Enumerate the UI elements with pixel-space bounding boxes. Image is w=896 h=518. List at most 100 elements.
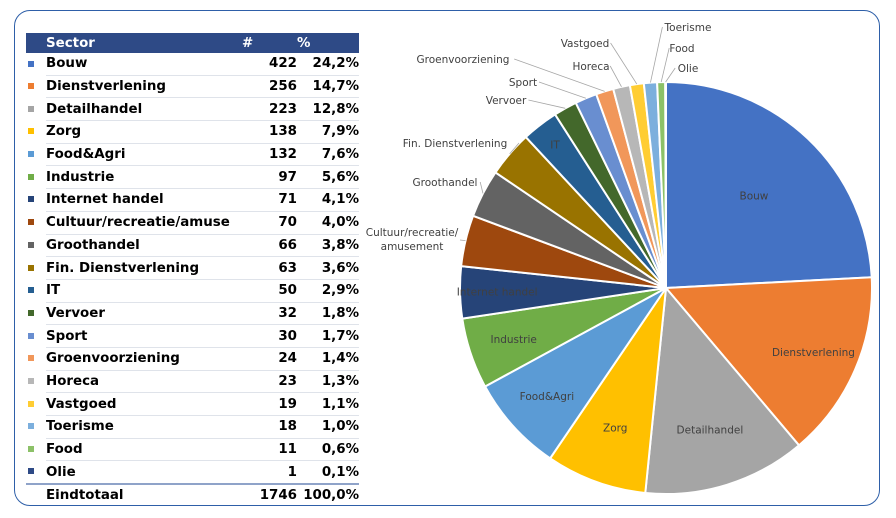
leader-line <box>514 58 605 92</box>
table-row: Vervoer 32 1,8% <box>26 302 359 326</box>
leader-line <box>660 47 670 83</box>
row-count: 32 <box>242 302 297 326</box>
row-sector: Food&Agri <box>46 143 242 167</box>
row-count: 97 <box>242 165 297 190</box>
row-pct: 7,6% <box>297 143 359 167</box>
slice-label: Sport <box>509 77 537 89</box>
row-sector: Cultuur/recreatie/amuse <box>46 211 242 235</box>
legend-swatch <box>28 173 34 180</box>
legend-marker <box>26 98 46 121</box>
pie-slice <box>664 80 667 289</box>
legend-marker <box>26 438 46 461</box>
row-count: 132 <box>242 143 297 167</box>
legend-swatch <box>28 400 34 407</box>
table-row: Detailhandel 223 12,8% <box>26 97 359 122</box>
legend-swatch <box>28 196 34 203</box>
legend-swatch <box>28 105 34 112</box>
leader-line <box>509 142 520 155</box>
table-row: Fin. Dienstverlening 63 3,6% <box>26 256 359 280</box>
legend-swatch <box>28 309 34 316</box>
table-row: Sport 30 1,7% <box>26 324 359 348</box>
total-row: Eindtotaal 1746 100,0% <box>26 483 359 507</box>
row-sector: Bouw <box>46 53 242 76</box>
header-sector: Sector <box>46 33 242 53</box>
legend-swatch <box>28 468 34 475</box>
legend-marker <box>26 302 46 325</box>
row-sector: Food <box>46 438 242 462</box>
row-pct: 2,9% <box>297 279 359 303</box>
pie-slice <box>644 285 801 495</box>
pie-slice <box>483 287 667 460</box>
leader-line <box>459 239 466 242</box>
sector-table: Sector # % Bouw 422 24,2% Dienstverlening 25… <box>26 33 359 507</box>
row-pct: 7,9% <box>297 120 359 144</box>
slice-label: Dienstverlening <box>772 347 855 359</box>
legend-marker <box>26 393 46 416</box>
row-sector: Detailhandel <box>46 97 242 122</box>
slice-label: Vervoer <box>486 95 527 107</box>
leader-line <box>528 99 566 109</box>
row-count: 256 <box>242 75 297 99</box>
legend-marker <box>26 370 46 393</box>
pie-slice <box>663 276 873 447</box>
total-count: 1746 <box>242 483 297 507</box>
table-row: Toerisme 18 1,0% <box>26 415 359 439</box>
slice-label: Industrie <box>490 334 536 346</box>
slice-label: Groenvoorziening <box>417 54 510 66</box>
row-sector: Groenvoorziening <box>46 347 242 371</box>
row-sector: Fin. Dienstverlening <box>46 256 242 280</box>
slice-label: Food&Agri <box>520 391 574 403</box>
pie-slice <box>548 287 667 495</box>
row-pct: 1,1% <box>297 392 359 416</box>
header-count: # <box>242 33 297 53</box>
row-count: 66 <box>242 234 297 258</box>
legend-swatch <box>28 287 34 294</box>
pie-slice <box>665 80 873 290</box>
slice-label: Internet handel <box>457 287 538 299</box>
legend-marker <box>26 347 46 370</box>
legend-marker <box>26 257 46 280</box>
row-sector: Vervoer <box>46 302 242 326</box>
row-pct: 12,8% <box>297 97 359 122</box>
slice-label: Cultuur/recreatie/amusement <box>366 227 459 253</box>
leader-line <box>538 81 587 99</box>
legend-marker <box>26 189 46 212</box>
leader-line <box>650 26 663 83</box>
table-row: Olie 1 0,1% <box>26 460 359 485</box>
slice-label: Vastgoed <box>561 38 610 50</box>
slice-label: Toerisme <box>664 22 712 34</box>
leader-line <box>610 42 638 85</box>
row-sector: Sport <box>46 324 242 348</box>
table-row: Groothandel 66 3,8% <box>26 234 359 258</box>
legend-swatch <box>28 128 34 135</box>
table-row: Food&Agri 132 7,6% <box>26 143 359 167</box>
row-sector: Zorg <box>46 120 242 144</box>
row-pct: 4,1% <box>297 188 359 212</box>
header-marker <box>26 33 46 53</box>
slice-label: IT <box>550 140 560 152</box>
row-sector: Groothandel <box>46 234 242 258</box>
legend-marker <box>26 416 46 439</box>
row-pct: 24,2% <box>297 53 359 76</box>
slice-label: Fin. Dienstverlening <box>403 138 508 150</box>
legend-marker <box>26 211 46 234</box>
row-count: 63 <box>242 256 297 280</box>
table-row: Internet handel 71 4,1% <box>26 188 359 212</box>
table-row: Industrie 97 5,6% <box>26 165 359 190</box>
row-pct: 1,0% <box>297 415 359 439</box>
legend-marker <box>26 53 46 75</box>
table-row: Cultuur/recreatie/amuse 70 4,0% <box>26 211 359 235</box>
legend-swatch <box>28 264 34 271</box>
row-count: 70 <box>242 211 297 235</box>
legend-marker <box>26 325 46 348</box>
slice-label: Horeca <box>572 61 609 73</box>
header-pct: % <box>297 33 359 53</box>
legend-marker <box>26 75 46 98</box>
table-row: Vastgoed 19 1,1% <box>26 392 359 416</box>
legend-marker <box>26 143 46 166</box>
legend-marker <box>26 234 46 257</box>
table-row: Zorg 138 7,9% <box>26 120 359 144</box>
table-row: Groenvoorziening 24 1,4% <box>26 347 359 371</box>
row-count: 223 <box>242 97 297 122</box>
